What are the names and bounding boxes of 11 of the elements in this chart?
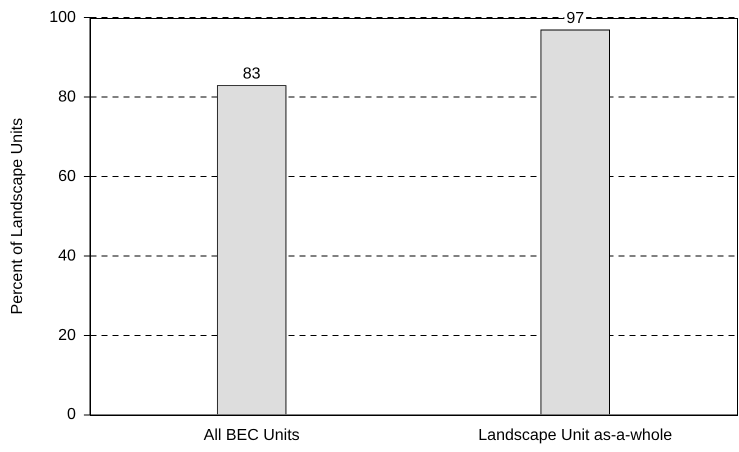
y-tick-label: 80 — [58, 88, 76, 106]
x-tick-label: Landscape Unit as-a-whole — [478, 426, 672, 444]
y-tick-label: 0 — [66, 406, 76, 424]
y-tick-label: 40 — [58, 247, 76, 264]
y-tick-label: 100 — [49, 9, 76, 26]
x-tick-label: All BEC Units — [204, 426, 300, 444]
data-label: 83 — [242, 66, 261, 83]
y-tick-label: 60 — [58, 168, 76, 185]
y-axis-title: Percent of Landscape Units — [9, 118, 26, 314]
y-tick-label: 20 — [58, 326, 76, 344]
data-label: 97 — [566, 10, 584, 27]
